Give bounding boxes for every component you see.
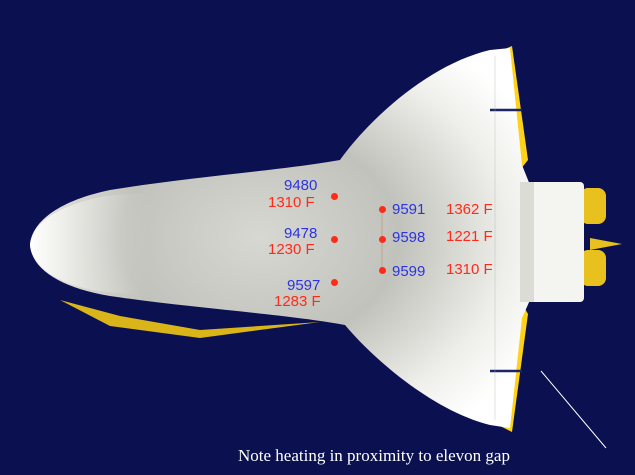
sensor-temp-9480: 1310 F (268, 194, 315, 211)
sensor-dot-9597 (331, 279, 338, 286)
nose-underside-edge (60, 300, 320, 338)
orbiter-body (30, 48, 530, 428)
nose-highlight (30, 192, 150, 296)
sensor-id-9598: 9598 (392, 229, 426, 246)
sensor-temp-9478: 1230 F (268, 241, 315, 258)
engine-nozzles (580, 188, 622, 286)
sensor-dot-9478 (331, 236, 338, 243)
aft-fuselage-block (520, 182, 584, 302)
sensor-temp-9591: 1362 F (446, 201, 493, 218)
sensor-dot-9598 (379, 236, 386, 243)
annotation-leader-line (540, 370, 607, 449)
sensor-id-9480: 9480 (284, 177, 318, 194)
sensor-id-9599: 9599 (392, 263, 426, 280)
sensor-id-9597: 9597 (287, 277, 321, 294)
sensor-dot-9599 (379, 267, 386, 274)
sensor-temp-9598: 1221 F (446, 228, 493, 245)
sensor-temp-9597: 1283 F (274, 293, 321, 310)
sensor-id-9591: 9591 (392, 201, 426, 218)
sensor-temp-9599: 1310 F (446, 261, 493, 278)
sensor-dot-9480 (331, 193, 338, 200)
elevon-gap-annotation: Note heating in proximity to elevon gap (238, 446, 510, 465)
sensor-dot-9591 (379, 206, 386, 213)
sensor-id-9478: 9478 (284, 225, 318, 242)
